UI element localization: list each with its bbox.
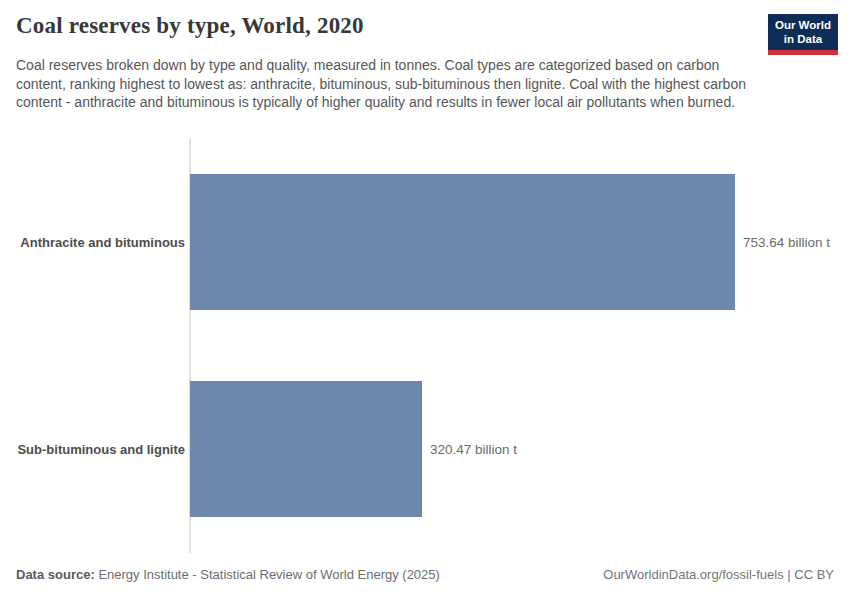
owid-logo-line1: Our World bbox=[775, 19, 831, 33]
value-label-anthracite: 753.64 billion t bbox=[743, 235, 830, 250]
bar-anthracite[interactable] bbox=[190, 174, 735, 310]
bar-row-subbituminous: Sub-bituminous and lignite 320.47 billio… bbox=[0, 381, 850, 517]
chart-page: Coal reserves by type, World, 2020 Our W… bbox=[0, 0, 850, 600]
bar-subbituminous[interactable] bbox=[190, 381, 422, 517]
chart-footer: Data source: Energy Institute - Statisti… bbox=[16, 567, 834, 582]
chart-subtitle: Coal reserves broken down by type and qu… bbox=[16, 56, 753, 112]
data-source: Data source: Energy Institute - Statisti… bbox=[16, 567, 440, 582]
owid-logo-line2: in Data bbox=[775, 33, 831, 47]
owid-logo[interactable]: Our World in Data bbox=[768, 14, 838, 55]
data-source-label: Data source: bbox=[16, 567, 95, 582]
category-label-anthracite: Anthracite and bituminous bbox=[0, 235, 185, 250]
value-label-subbituminous: 320.47 billion t bbox=[430, 442, 517, 457]
credit-link[interactable]: OurWorldinData.org/fossil-fuels | CC BY bbox=[603, 567, 834, 582]
category-label-subbituminous: Sub-bituminous and lignite bbox=[0, 442, 185, 457]
chart-title: Coal reserves by type, World, 2020 bbox=[16, 13, 364, 39]
bar-row-anthracite: Anthracite and bituminous 753.64 billion… bbox=[0, 174, 850, 310]
data-source-text: Energy Institute - Statistical Review of… bbox=[98, 567, 440, 582]
